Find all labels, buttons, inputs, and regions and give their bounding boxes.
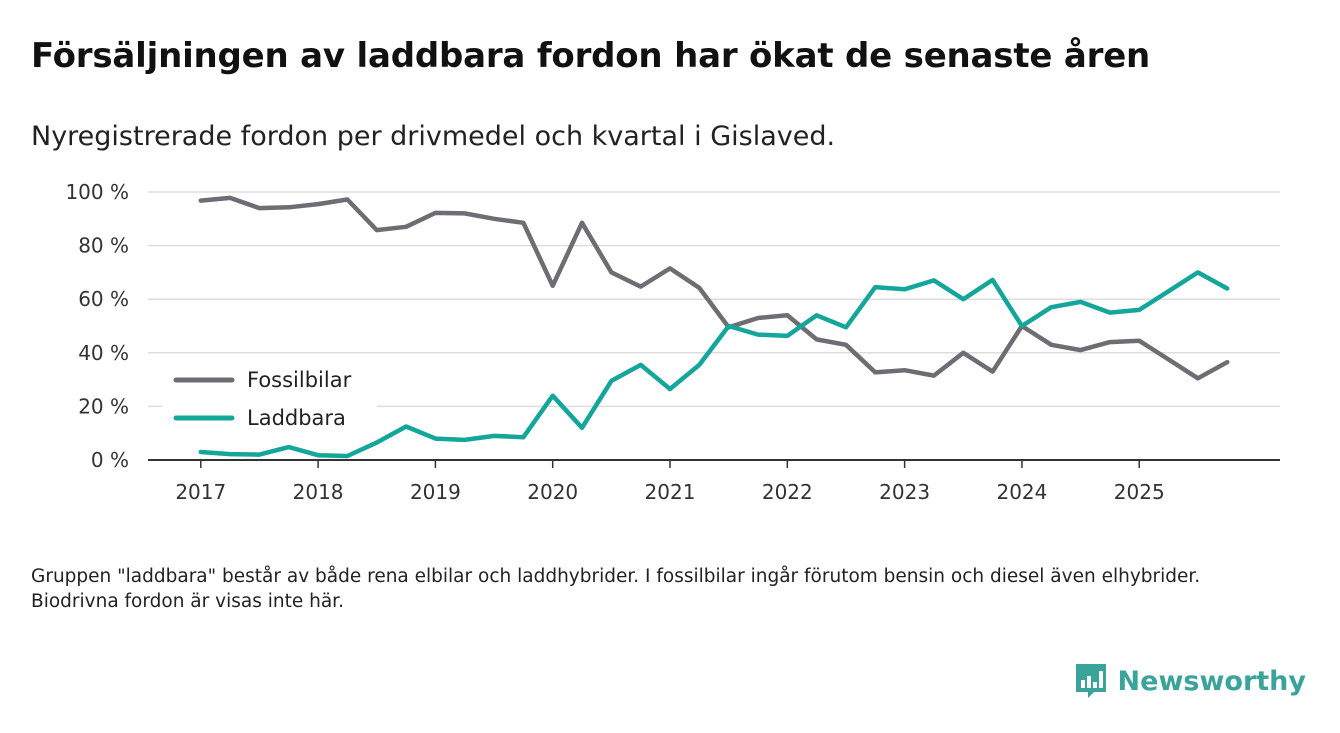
y-axis-ticks: 0 % 20 % 40 % 60 % 80 % 100 % (65, 180, 129, 472)
x-tick-label: 2021 (645, 480, 696, 504)
legend-background (162, 357, 377, 439)
chart-title: Försäljningen av laddbara fordon har öka… (31, 36, 1151, 76)
series-line-laddbara (198, 270, 1230, 459)
y-tick-label: 60 % (78, 287, 129, 311)
x-tick-label: 2023 (879, 480, 930, 504)
y-tick-label: 0 % (91, 448, 129, 472)
y-tick-label: 80 % (78, 234, 129, 258)
x-tick-label: 2019 (410, 480, 461, 504)
y-tick-label: 20 % (78, 394, 129, 418)
x-tick-label: 2025 (1114, 480, 1165, 504)
series-lines (198, 195, 1230, 459)
footnote: Gruppen "laddbara" består av både rena e… (31, 566, 1201, 612)
newsworthy-logo-icon (1075, 664, 1106, 698)
x-tick-label: 2024 (996, 480, 1047, 504)
legend: Fossilbilar Laddbara (162, 357, 377, 439)
line-chart: 0 % 20 % 40 % 60 % 80 % 100 % 2017 2018 2019 202… (65, 180, 1280, 504)
x-tick-label: 2018 (293, 480, 344, 504)
y-tick-label: 100 % (65, 180, 129, 204)
brand-name: Newsworthy (1117, 665, 1306, 697)
x-axis: 2017 2018 2019 2020 2021 2022 2023 2024 2025 (148, 459, 1280, 504)
series-line-fossilbilar (198, 195, 1230, 381)
brand-logo: Newsworthy (1074, 662, 1306, 700)
chart-subtitle: Nyregistrerade fordon per drivmedel och … (31, 121, 836, 152)
x-tick-label: 2020 (527, 480, 578, 504)
x-tick-label: 2022 (762, 480, 813, 504)
legend-label: Laddbara (247, 406, 346, 430)
y-tick-label: 40 % (78, 341, 129, 365)
legend-label: Fossilbilar (247, 368, 352, 392)
x-tick-label: 2017 (175, 480, 226, 504)
